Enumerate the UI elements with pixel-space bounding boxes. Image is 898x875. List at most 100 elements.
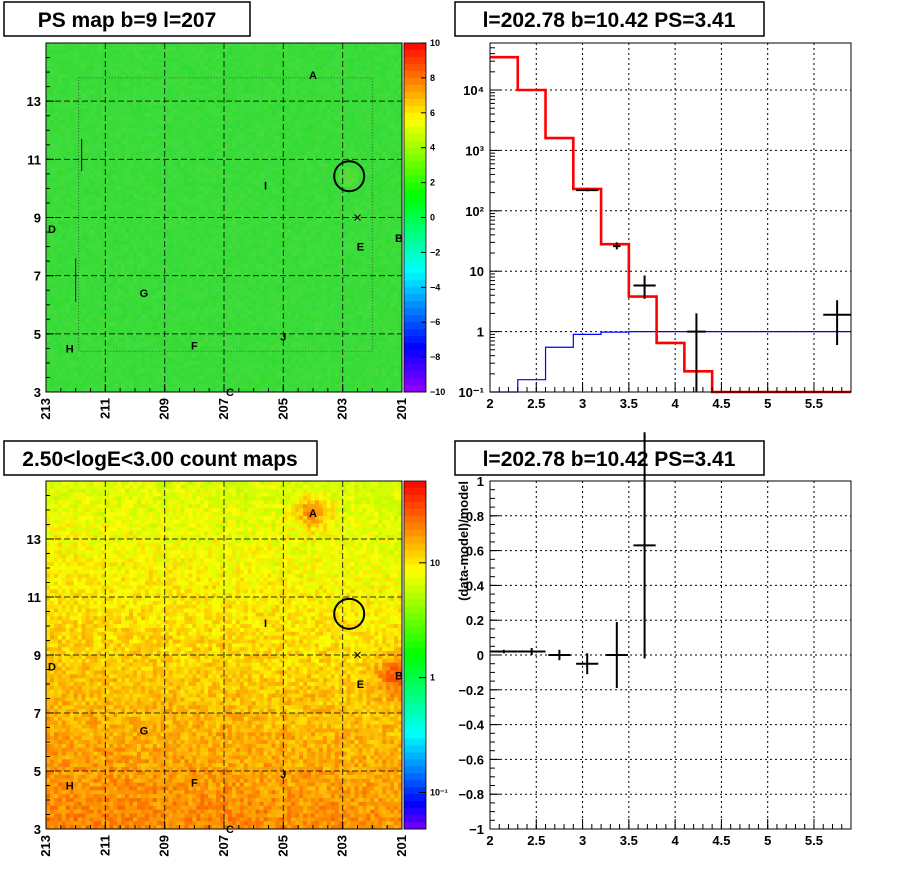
heatmap-cell (137, 152, 141, 156)
heatmap-cell (351, 198, 355, 202)
heatmap-cell (394, 221, 398, 225)
heatmap-cell (70, 245, 74, 249)
heatmap-cell (351, 43, 355, 47)
heatmap-cell (113, 233, 117, 237)
heatmap-cell (319, 43, 323, 47)
heatmap-cell (244, 167, 248, 171)
heatmap-cell (184, 117, 188, 121)
heatmap-cell (90, 51, 94, 55)
heatmap-cell (275, 121, 279, 125)
heatmap-cell (137, 128, 141, 132)
heatmap-cell (200, 43, 204, 47)
heatmap-cell (93, 113, 97, 117)
heatmap-cell (97, 218, 101, 222)
heatmap-cell (264, 140, 268, 144)
heatmap-cell (315, 190, 319, 194)
heatmap-cell (58, 43, 62, 47)
heatmap-cell (145, 167, 149, 171)
heatmap-cell (327, 210, 331, 214)
heatmap-cell (256, 171, 260, 175)
heatmap-cell (323, 175, 327, 179)
heatmap-cell (70, 171, 74, 175)
heatmap-cell (291, 210, 295, 214)
heatmap-cell (390, 47, 394, 51)
heatmap-cell (97, 159, 101, 163)
heatmap-cell (97, 210, 101, 214)
heatmap-cell (157, 101, 161, 105)
heatmap-cell (355, 136, 359, 140)
heatmap-cell (323, 86, 327, 90)
heatmap-cell (105, 101, 109, 105)
heatmap-cell (90, 190, 94, 194)
heatmap-cell (295, 43, 299, 47)
heatmap-cell (307, 159, 311, 163)
heatmap-cell (248, 152, 252, 156)
heatmap-cell (82, 55, 86, 59)
heatmap-cell (109, 252, 113, 256)
heatmap-cell (319, 249, 323, 253)
heatmap-cell (212, 148, 216, 152)
heatmap-cell (66, 59, 70, 63)
heatmap-cell (157, 233, 161, 237)
heatmap-cell (169, 59, 173, 63)
heatmap-cell (366, 113, 370, 117)
heatmap-cell (173, 218, 177, 222)
heatmap-cell (240, 171, 244, 175)
heatmap-cell (141, 132, 145, 136)
heatmap-cell (358, 70, 362, 74)
heatmap-cell (149, 167, 153, 171)
heatmap-cell (256, 140, 260, 144)
heatmap-cell (232, 171, 236, 175)
heatmap-cell (121, 194, 125, 198)
heatmap-cell (287, 121, 291, 125)
heatmap-cell (129, 66, 133, 70)
heatmap-cell (382, 179, 386, 183)
heatmap-cell (145, 179, 149, 183)
heatmap-cell (93, 128, 97, 132)
heatmap-cell (394, 194, 398, 198)
heatmap-cell (303, 245, 307, 249)
heatmap-cell (117, 233, 121, 237)
heatmap-cell (370, 51, 374, 55)
heatmap-cell (260, 245, 264, 249)
heatmap-cell (66, 47, 70, 51)
heatmap-cell (192, 194, 196, 198)
heatmap-cell (252, 47, 256, 51)
heatmap-cell (224, 163, 228, 167)
heatmap-cell (307, 241, 311, 245)
heatmap-cell (291, 148, 295, 152)
heatmap-cell (394, 249, 398, 253)
heatmap-cell (192, 171, 196, 175)
heatmap-cell (347, 117, 351, 121)
heatmap-cell (244, 202, 248, 206)
heatmap-cell (141, 225, 145, 229)
heatmap-cell (291, 202, 295, 206)
heatmap-cell (271, 90, 275, 94)
heatmap-cell (252, 221, 256, 225)
heatmap-cell (390, 179, 394, 183)
heatmap-cell (117, 55, 121, 59)
heatmap-cell (299, 202, 303, 206)
heatmap-cell (149, 202, 153, 206)
heatmap-cell (90, 249, 94, 253)
heatmap-cell (228, 171, 232, 175)
heatmap-cell (343, 124, 347, 128)
heatmap-cell (370, 109, 374, 113)
heatmap-cell (54, 74, 58, 78)
heatmap-cell (196, 202, 200, 206)
heatmap-cell (192, 140, 196, 144)
heatmap-cell (335, 86, 339, 90)
heatmap-cell (244, 43, 248, 47)
heatmap-cell (109, 51, 113, 55)
heatmap-cell (200, 140, 204, 144)
heatmap-cell (244, 101, 248, 105)
heatmap-cell (390, 78, 394, 82)
heatmap-cell (192, 221, 196, 225)
heatmap-cell (358, 221, 362, 225)
heatmap-cell (295, 121, 299, 125)
heatmap-cell (50, 245, 54, 249)
heatmap-cell (244, 51, 248, 55)
heatmap-cell (307, 148, 311, 152)
heatmap-cell (260, 225, 264, 229)
heatmap-cell (149, 225, 153, 229)
